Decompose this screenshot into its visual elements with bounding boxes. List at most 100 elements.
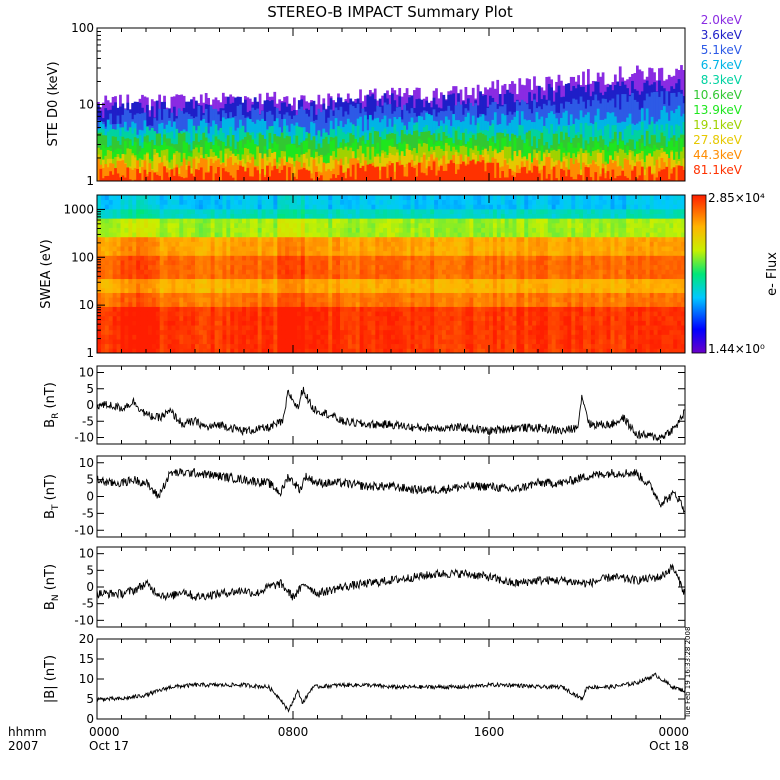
swea-cell (151, 269, 157, 275)
swea-cell (112, 297, 117, 303)
swea-cell (230, 320, 235, 326)
swea-cell (108, 204, 114, 210)
swea-cell (210, 208, 215, 214)
swea-cell (312, 218, 317, 224)
swea-cell (151, 292, 157, 298)
swea-cell (343, 283, 349, 289)
swea-cell (214, 301, 219, 307)
swea-cell (332, 264, 337, 270)
swea-cell (120, 250, 125, 256)
ste-bar (251, 157, 255, 181)
swea-cell (230, 213, 235, 219)
swea-cell (159, 213, 165, 219)
swea-cell (226, 236, 231, 242)
ste-bar (165, 172, 169, 181)
swea-cell (328, 329, 333, 335)
swea-cell (104, 343, 110, 349)
swea-cell (328, 269, 333, 275)
swea-cell (242, 325, 247, 331)
ste-bar (175, 167, 179, 181)
swea-cell (151, 334, 157, 340)
swea-cell (242, 269, 247, 275)
swea-cell (218, 283, 223, 289)
swea-cell (328, 232, 333, 238)
swea-cell (277, 246, 282, 252)
swea-cell (328, 343, 333, 349)
ste-legend-item: 3.6keV (701, 28, 743, 42)
swea-cell (108, 195, 114, 201)
ste-bar (317, 177, 321, 181)
swea-cell (214, 339, 219, 345)
swea-cell (308, 278, 313, 284)
swea-cell (289, 343, 294, 349)
swea-cell (293, 246, 298, 252)
ste-bar (454, 173, 458, 181)
swea-cell (136, 255, 141, 261)
swea-cell (332, 213, 337, 219)
swea-cell (195, 278, 200, 284)
swea-cell (124, 208, 129, 214)
swea-cell (175, 325, 180, 331)
swea-cell (140, 283, 145, 289)
swea-cell (234, 339, 239, 345)
swea-cell (320, 287, 325, 293)
swea-cell (159, 334, 165, 340)
swea-cell (328, 264, 333, 270)
swea-cell (206, 250, 212, 256)
swea-cell (163, 311, 168, 317)
ste-bar (440, 165, 443, 181)
swea-cell (120, 283, 125, 289)
swea-cell (132, 195, 137, 201)
swea-cell (187, 227, 192, 233)
swea-cell (285, 213, 290, 219)
swea-cell (100, 297, 106, 303)
ste-bar (386, 178, 389, 181)
swea-cell (296, 329, 302, 335)
swea-cell (112, 260, 117, 266)
swea-cell (265, 204, 270, 210)
swea-cell (257, 213, 263, 219)
ste-bar (312, 159, 316, 181)
swea-cell (206, 287, 212, 293)
swea-cell (155, 255, 161, 261)
swea-cell (300, 255, 306, 261)
swea-cell (147, 343, 153, 349)
swea-cell (355, 348, 361, 354)
swea-cell (218, 292, 223, 298)
swea-cell (300, 274, 306, 280)
swea-cell (132, 236, 137, 242)
swea-cell (151, 222, 157, 228)
swea-cell (312, 260, 317, 266)
ste-bar (123, 163, 127, 181)
swea-cell (359, 269, 364, 275)
swea-cell (175, 222, 180, 228)
swea-cell (257, 348, 263, 354)
ste-bar (116, 173, 120, 181)
swea-cell (104, 320, 110, 326)
swea-cell (273, 269, 278, 275)
swea-cell (183, 208, 188, 214)
swea-cell (253, 208, 259, 214)
swea-cell (320, 348, 325, 354)
swea-cell (289, 199, 294, 205)
swea-cell (245, 278, 251, 284)
swea-cell (281, 343, 286, 349)
swea-cell (281, 334, 286, 340)
ste-bar (601, 168, 605, 181)
swea-cell (316, 218, 321, 224)
swea-cell (147, 348, 153, 354)
swea-cell (265, 339, 270, 345)
swea-cell (124, 255, 129, 261)
swea-cell (230, 301, 235, 307)
swea-cell (222, 199, 227, 205)
swea-cell (151, 241, 157, 247)
swea-cell (151, 278, 157, 284)
swea-cell (175, 274, 180, 280)
swea-cell (289, 269, 294, 275)
ste-bar (528, 170, 531, 181)
swea-cell (336, 218, 341, 224)
swea-cell (128, 301, 133, 307)
swea-cell (128, 343, 133, 349)
swea-cell (100, 199, 106, 205)
swea-cell (347, 218, 353, 224)
